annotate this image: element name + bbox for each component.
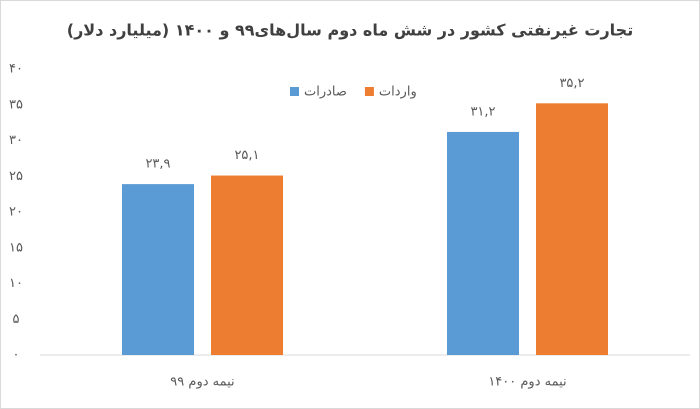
- y-tick-label: ۲۵: [9, 169, 23, 184]
- bar: [447, 131, 519, 355]
- y-tick-label: ۱۵: [9, 240, 23, 255]
- data-label: ۳۵,۲: [559, 76, 584, 91]
- bar: [536, 103, 608, 355]
- y-tick-label: ۳۵: [9, 97, 23, 112]
- legend-label: واردات: [379, 85, 417, 100]
- x-tick-label: نیمه دوم ۹۹: [170, 375, 234, 390]
- y-tick-label: ۵: [13, 312, 20, 327]
- bar: [211, 175, 283, 355]
- data-label: ۲۵,۱: [234, 148, 259, 163]
- data-label: ۲۳,۹: [145, 157, 170, 172]
- y-tick-label: ۱۰: [9, 276, 23, 291]
- x-tick-label: نیمه دوم ۱۴۰۰: [488, 375, 566, 390]
- y-tick-label: ۲۰: [9, 205, 23, 220]
- y-tick-label: ۴۰: [9, 62, 23, 77]
- y-tick-label: ۰: [13, 348, 20, 363]
- legend-label: صادرات: [304, 85, 347, 100]
- y-tick-label: ۳۰: [9, 133, 23, 148]
- bar: [122, 184, 194, 355]
- legend-swatch: [290, 87, 299, 96]
- legend-swatch: [364, 87, 374, 96]
- chart-title: تجارت غیرنفتی کشور در شش ماه دوم سال‌های…: [67, 21, 633, 40]
- data-label: ۳۱,۲: [470, 104, 495, 119]
